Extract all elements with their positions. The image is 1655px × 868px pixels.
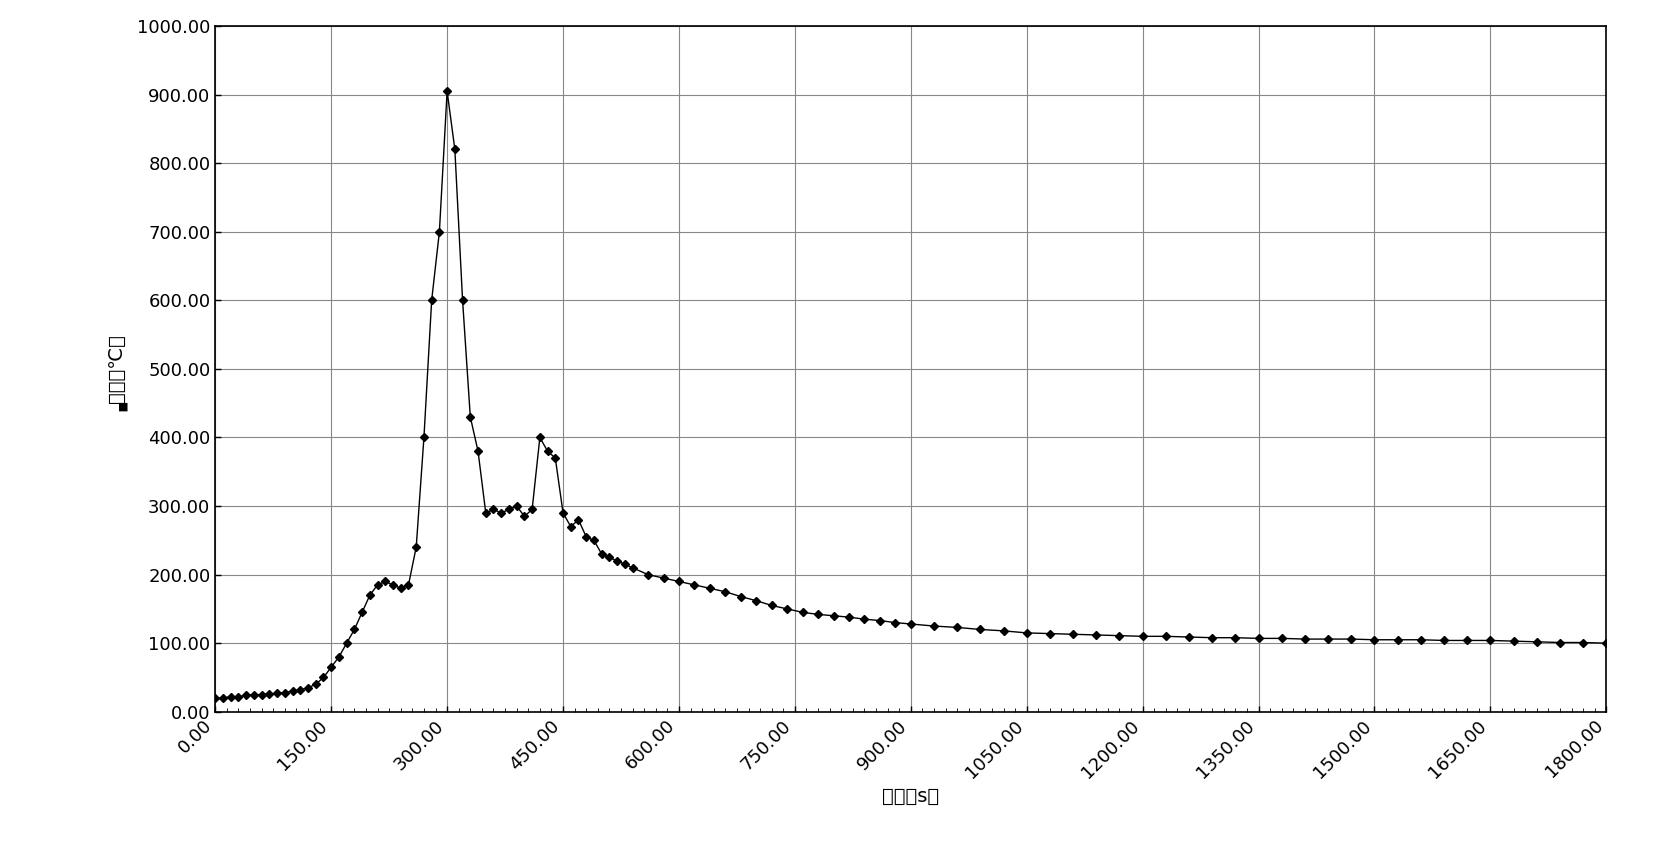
Y-axis label: 温度（℃）: 温度（℃） [108, 334, 126, 404]
Text: ■: ■ [118, 402, 129, 412]
X-axis label: 时间（s）: 时间（s） [882, 787, 938, 806]
